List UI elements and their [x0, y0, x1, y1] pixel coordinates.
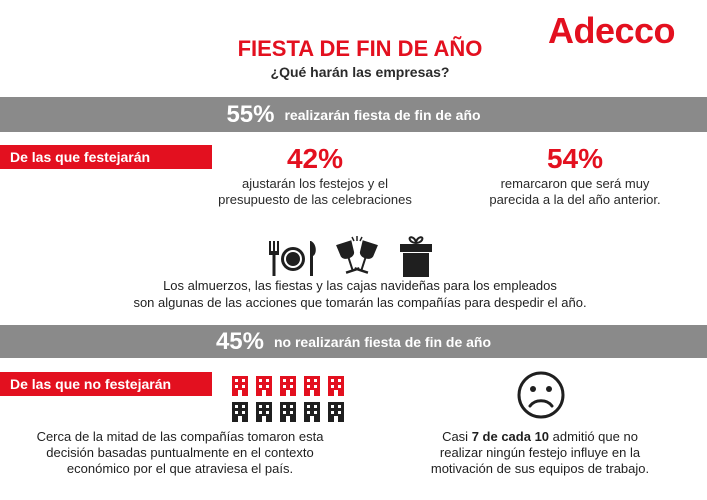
yes-section-label: De las que festejarán — [0, 145, 212, 169]
no-right-line-3: motivación de sus equipos de trabajo. — [430, 461, 650, 476]
page-title: FIESTA DE FIN DE AÑO — [237, 36, 483, 61]
yes-description-line: Los almuerzos, las fiestas y las cajas n… — [163, 278, 557, 293]
gift-box-icon — [400, 236, 432, 277]
stat-42-text: ajustarán los festejos y el presupuesto … — [200, 176, 430, 208]
no-percentage: 45% — [215, 327, 264, 355]
adecco-logo: Adecco — [548, 10, 676, 51]
no-left-line: Cerca de la mitad de las compañías tomar… — [36, 429, 324, 444]
dining-icon — [269, 241, 316, 276]
no-percentage-bar: 45% no realizarán fiesta de fin de año — [0, 325, 707, 358]
stat-42-percent: 42% — [286, 143, 344, 174]
stat-54-line: remarcaron que será muy — [500, 176, 650, 191]
stat-54-line: parecida a la del año anterior. — [489, 192, 661, 207]
stat-42-line: presupuesto de las celebraciones — [218, 192, 412, 207]
no-right-bold: 7 de cada 10 — [471, 429, 550, 444]
yes-percentage: 55% — [226, 100, 275, 128]
stat-54-percent: 54% — [546, 143, 604, 174]
sad-face-icon — [517, 371, 565, 419]
yes-percentage-bar: 55% realizarán fiesta de fin de año — [0, 97, 707, 132]
yes-description: Los almuerzos, las fiestas y las cajas n… — [60, 277, 660, 311]
stat-54-text: remarcaron que será muy parecida a la de… — [465, 176, 685, 208]
page-subtitle: ¿Qué harán las empresas? — [270, 64, 450, 80]
stat-42-line: ajustarán los festejos y el — [242, 176, 388, 191]
wine-glasses-icon — [336, 236, 378, 274]
buildings-icon — [232, 376, 344, 422]
no-right-prefix: Casi — [442, 429, 469, 444]
no-left-line: decisión basadas puntualmente en el cont… — [46, 445, 314, 460]
no-left-text: Cerca de la mitad de las compañías tomar… — [10, 429, 350, 477]
no-percentage-text: no realizarán fiesta de fin de año — [273, 333, 492, 350]
no-right-line-2: realizar ningún festejo influye en la — [439, 445, 641, 460]
no-right-line-1: Casi 7 de cada 10 admitió que no — [390, 429, 690, 445]
no-right-suffix: admitió que no — [552, 429, 638, 444]
no-section-label: De las que no festejarán — [0, 372, 212, 396]
no-right-text: Casi 7 de cada 10 admitió que no realiza… — [390, 429, 690, 477]
yes-description-line: son algunas de las acciones que tomarán … — [133, 295, 587, 310]
no-left-line: económico por el que atraviesa el país. — [66, 461, 294, 476]
yes-percentage-text: realizarán fiesta de fin de año — [284, 106, 481, 123]
